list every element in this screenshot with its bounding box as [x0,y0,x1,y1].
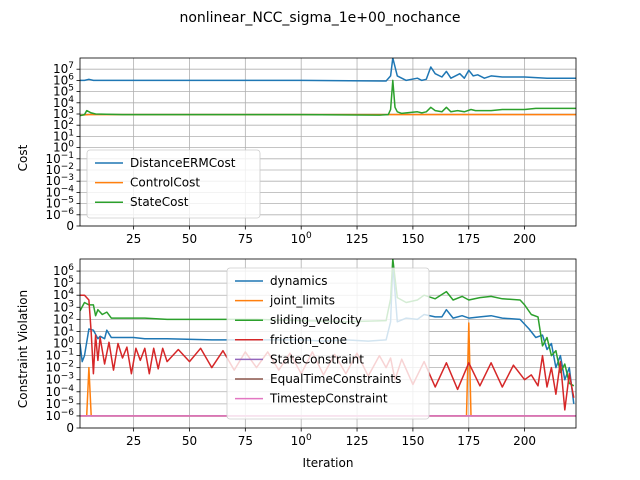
x-tick-label: 150 [401,232,424,246]
x-tick-label: 175 [457,434,480,448]
y-tick-label: 107 [53,61,74,76]
y-tick-label: 10−4 [45,184,74,199]
y-tick-label: 10−3 [45,372,74,387]
cost-series-group [80,58,576,117]
x-tick-label: 100 [291,231,312,246]
constraint-legend: dynamics joint_limits sliding_velocityfric… [226,267,430,420]
x-axis-label: Iteration [303,456,354,470]
y-tick-label: 100 [53,140,74,155]
x-tick-label: 25 [126,232,141,246]
legend-label: ControlCost [130,176,200,190]
legend-label: TimestepConstraint [269,392,388,406]
cost-axes-frame [79,57,577,227]
y-tick-label: 103 [53,299,74,314]
legend-label: friction_cone [270,333,347,347]
y-tick-label: 102 [53,311,74,326]
y-tick-label: 10−1 [45,151,74,166]
y-tick-label: 104 [53,287,74,302]
x-tick-label: 125 [346,434,369,448]
y-tick-label: 101 [53,323,74,338]
y-tick-label: 102 [53,117,74,132]
x-tick-label: 150 [401,434,424,448]
cost-legend: DistanceERMCost ControlCost StateCost [86,149,261,219]
legend-label: dynamics [270,274,328,288]
y-tick-label: 10−6 [45,408,74,423]
y-tick-label: 105 [53,84,74,99]
legend-frame [86,149,261,219]
y-tick-label: 10−5 [45,196,74,211]
constraint-panel: 25 50 75 100 125 150 175 200010−610−510−410−310… [45,258,577,448]
y-tick-label: 104 [53,95,74,110]
constraint-axes-frame [79,258,577,429]
x-tick-label: 175 [457,232,480,246]
legend-label: sliding_velocity [270,313,362,327]
y-tick-label: 10−2 [45,162,74,177]
x-tick-label: 50 [182,434,197,448]
y-tick-label: 10−4 [45,384,74,399]
series-line-statecost [80,79,576,117]
y-tick-label: 0 [66,219,74,233]
legend-frame [226,267,430,420]
x-tick-label: 25 [126,434,141,448]
legend-label: DistanceERMCost [130,156,236,170]
legend-label: EqualTimeConstraints [270,372,401,386]
y-tick-label: 10−1 [45,348,74,363]
x-tick-label: 75 [238,434,253,448]
y-tick-label: 106 [53,72,74,87]
x-tick-label: 75 [238,232,253,246]
y-tick-label: 10−2 [45,360,74,375]
legend-label: StateConstraint [270,352,364,366]
legend-label: joint_limits [269,294,335,308]
figure-title: nonlinear_NCC_sigma_1e+00_nochance [179,10,460,26]
y-tick-label: 10−6 [45,207,74,222]
y-tick-label: 0 [66,421,74,435]
x-tick-label: 50 [182,232,197,246]
x-tick-label: 100 [291,433,312,448]
constraint-y-axis-label: Constraint Violation [16,290,30,408]
legend-label: StateCost [130,195,189,209]
y-tick-label: 105 [53,275,74,290]
x-tick-label: 200 [513,232,536,246]
y-tick-label: 100 [53,336,74,351]
x-tick-label: 125 [346,232,369,246]
cost-panel: 25 50 75 100 125 150 175 200010−610−510−410−310… [45,57,577,246]
y-tick-label: 103 [53,106,74,121]
series-line-distanceermcost [80,58,576,82]
cost-y-axis-label: Cost [16,144,30,171]
y-tick-label: 101 [53,128,74,143]
y-tick-label: 106 [53,263,74,278]
y-tick-label: 10−3 [45,173,74,188]
x-tick-label: 200 [513,434,536,448]
y-tick-label: 10−5 [45,396,74,411]
